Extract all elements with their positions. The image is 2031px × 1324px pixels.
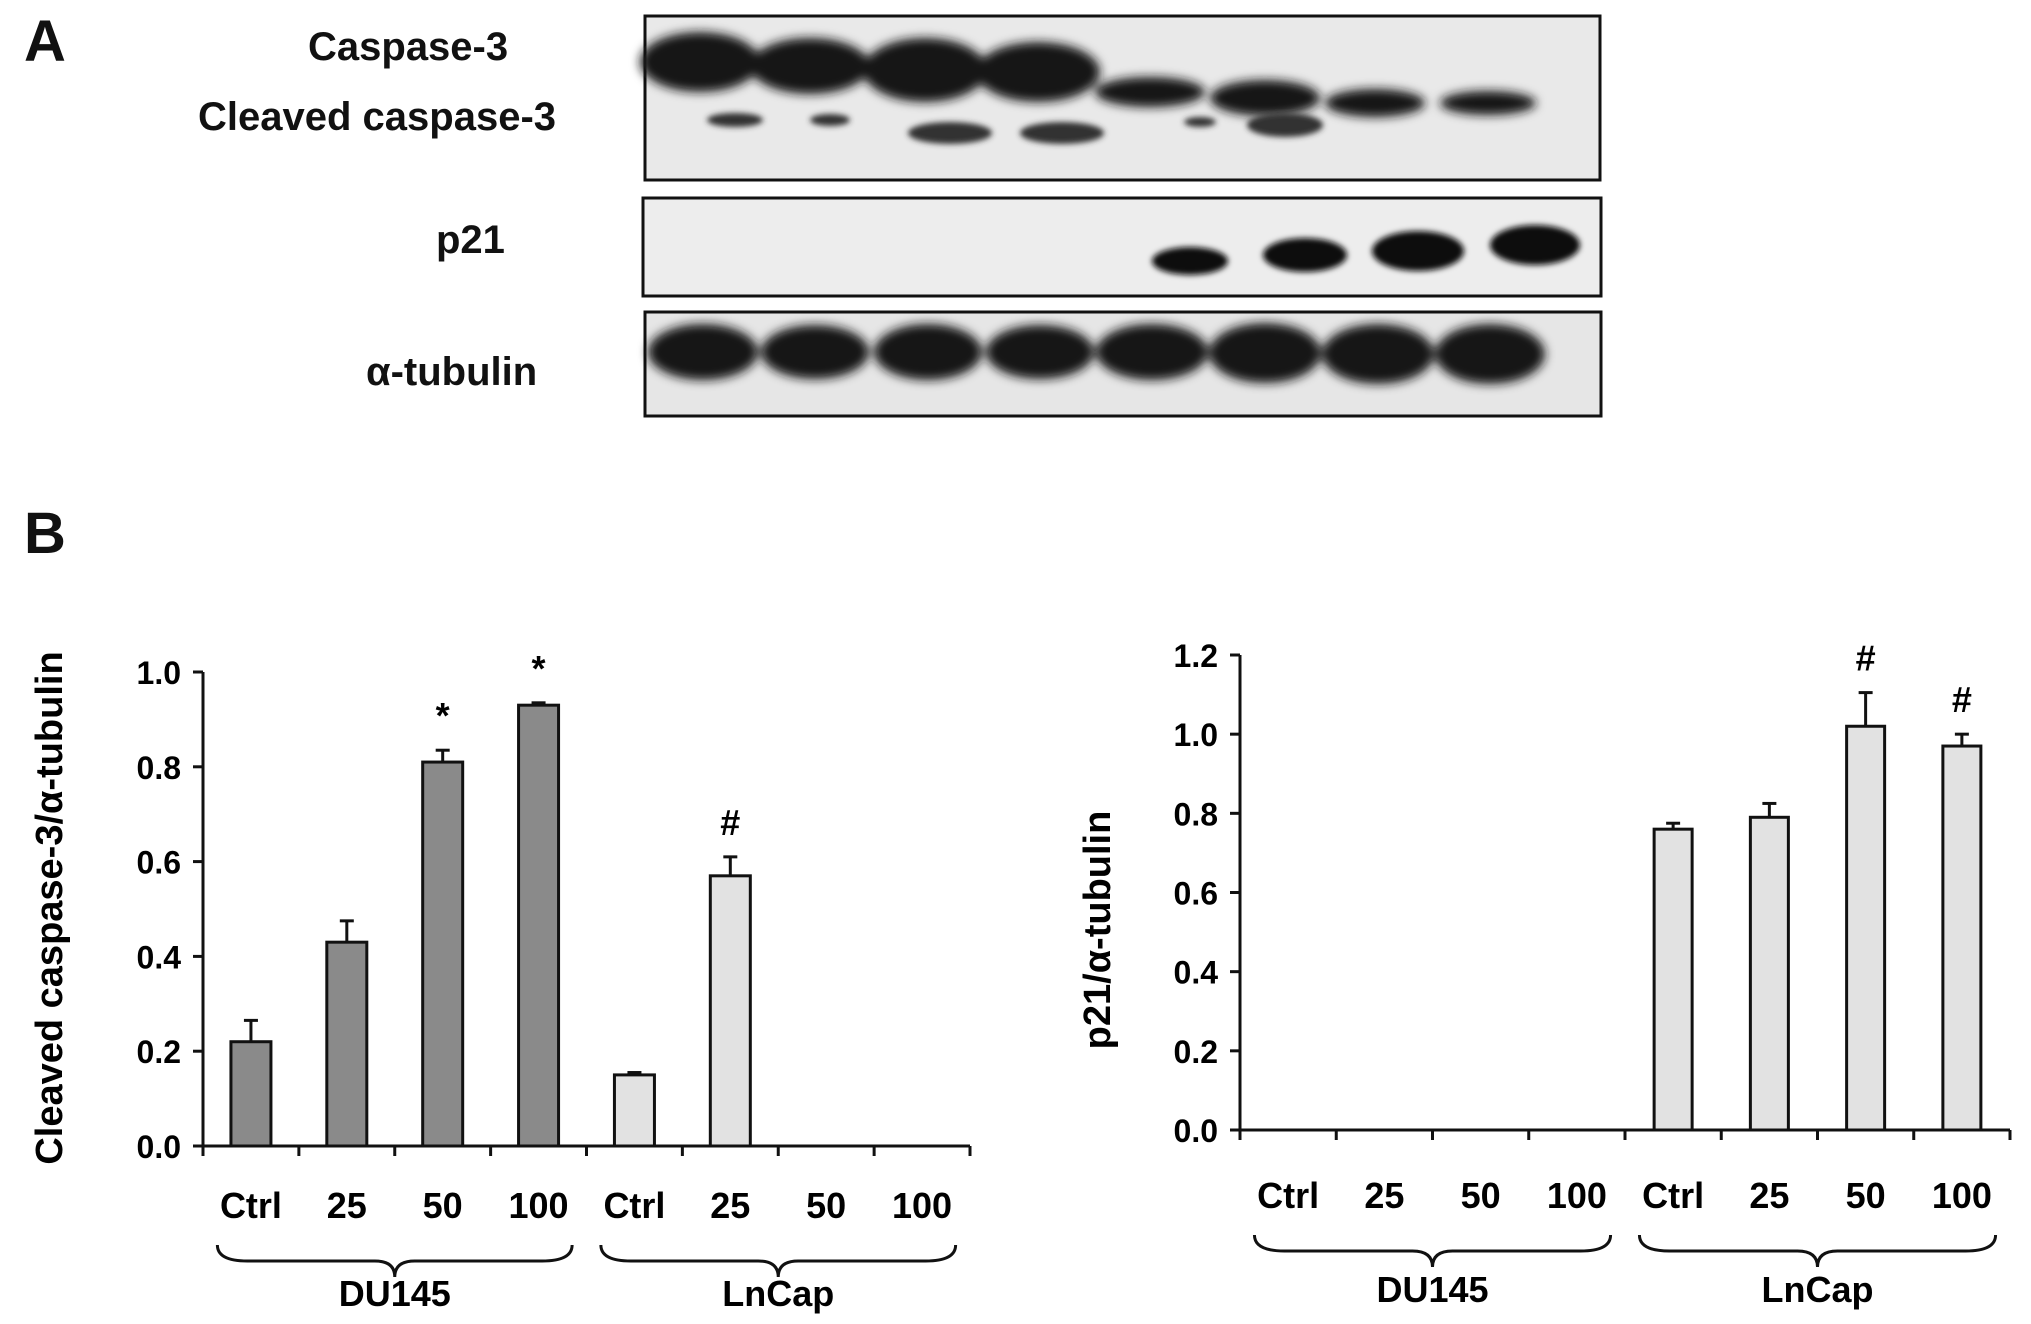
y-tick-label: 0.0 — [1174, 1113, 1218, 1149]
bar — [517, 703, 561, 1148]
x-tick-label: 100 — [892, 1185, 952, 1226]
group-label: LnCap — [1762, 1269, 1874, 1310]
y-tick-label: 0.4 — [1174, 955, 1219, 991]
panel-b-label: B — [24, 501, 66, 566]
bar — [1845, 724, 1887, 1132]
significance-mark: # — [720, 802, 740, 843]
x-tick-label: 25 — [710, 1185, 750, 1226]
x-tick-label: 50 — [806, 1185, 846, 1226]
group-label: LnCap — [722, 1273, 834, 1314]
y-tick-label: 0.0 — [137, 1129, 181, 1165]
group-brace — [599, 1244, 958, 1278]
group-label: DU145 — [339, 1273, 451, 1314]
significance-mark: * — [436, 695, 450, 736]
y-tick-label: 1.0 — [1174, 717, 1218, 753]
blot-label-tubulin: α-tubulin — [366, 350, 538, 394]
x-tick-label: 100 — [1547, 1175, 1607, 1216]
bar — [1748, 815, 1790, 1132]
significance-mark: # — [1856, 638, 1876, 679]
y-tick-label: 0.8 — [1174, 796, 1218, 832]
x-tick-label: 50 — [423, 1185, 463, 1226]
bar — [421, 760, 465, 1148]
x-tick-label: Ctrl — [1642, 1175, 1704, 1216]
group-brace — [1637, 1234, 1998, 1268]
western-blot-image — [640, 14, 1603, 418]
bar — [1652, 827, 1694, 1132]
y-tick-label: 0.2 — [137, 1034, 181, 1070]
y-axis-label: Cleaved caspase-3/α-tubulin — [29, 651, 71, 1164]
blot-tubulin — [643, 310, 1603, 418]
bar — [1941, 744, 1983, 1132]
group-brace — [215, 1244, 574, 1278]
x-tick-label: Ctrl — [220, 1185, 282, 1226]
significance-mark: # — [1952, 679, 1972, 720]
panel-a-label: A — [24, 9, 66, 74]
y-tick-label: 0.2 — [1174, 1034, 1218, 1070]
significance-mark: * — [532, 648, 546, 689]
y-tick-label: 1.0 — [137, 655, 181, 691]
x-tick-label: Ctrl — [603, 1185, 665, 1226]
x-tick-label: 100 — [1932, 1175, 1992, 1216]
x-tick-label: Ctrl — [1257, 1175, 1319, 1216]
bar — [229, 1040, 273, 1148]
bar — [612, 1073, 656, 1148]
bar — [708, 874, 752, 1148]
bar — [325, 940, 369, 1148]
x-tick-label: 100 — [509, 1185, 569, 1226]
x-tick-label: 25 — [1749, 1175, 1789, 1216]
group-label: DU145 — [1376, 1269, 1488, 1310]
x-tick-label: 50 — [1846, 1175, 1886, 1216]
y-tick-label: 0.6 — [137, 845, 181, 881]
y-tick-label: 0.4 — [137, 939, 182, 975]
blot-label-cleaved-caspase3: Cleaved caspase-3 — [198, 95, 557, 139]
x-tick-label: 25 — [1364, 1175, 1404, 1216]
y-tick-label: 1.2 — [1174, 638, 1218, 674]
x-tick-label: 25 — [327, 1185, 367, 1226]
y-tick-label: 0.6 — [1174, 876, 1218, 912]
group-brace — [1252, 1234, 1613, 1268]
blot-label-caspase3: Caspase-3 — [308, 25, 509, 69]
y-tick-label: 0.8 — [137, 750, 181, 786]
blot-caspase3 — [640, 14, 1602, 182]
blot-p21 — [641, 196, 1603, 298]
y-axis-label: p21/α-tubulin — [1077, 811, 1119, 1050]
x-tick-label: 50 — [1461, 1175, 1501, 1216]
blot-label-p21: p21 — [436, 218, 505, 262]
